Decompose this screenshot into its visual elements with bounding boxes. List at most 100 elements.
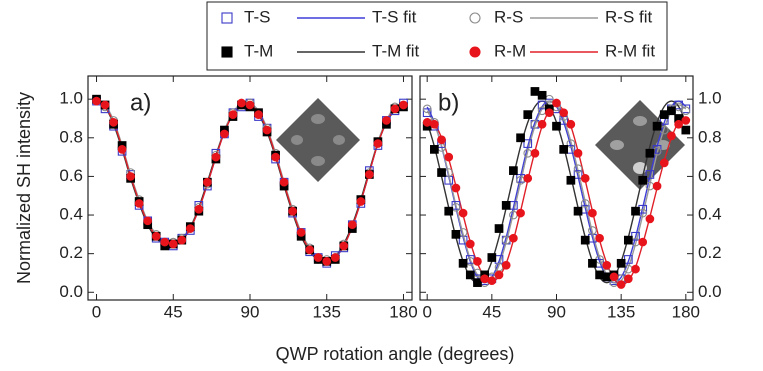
marker	[538, 92, 546, 100]
marker	[383, 117, 391, 125]
x-tick-label: 45	[482, 302, 501, 321]
marker	[675, 120, 683, 128]
legend-label: R-S fit	[605, 7, 653, 26]
marker	[517, 209, 525, 217]
marker	[653, 122, 661, 130]
legend-label: R-S	[494, 7, 523, 26]
marker	[466, 271, 474, 279]
marker	[314, 254, 322, 262]
marker	[246, 101, 254, 109]
marker	[517, 134, 525, 142]
marker	[524, 111, 532, 119]
marker	[431, 146, 439, 154]
marker	[229, 111, 237, 119]
marker	[632, 207, 640, 215]
panel-label: b)	[438, 89, 459, 116]
marker	[118, 146, 126, 154]
marker	[272, 153, 280, 161]
x-tick-label: 135	[313, 302, 341, 321]
marker	[212, 153, 220, 161]
marker	[596, 234, 604, 242]
marker	[366, 171, 374, 179]
marker	[581, 236, 589, 244]
marker	[553, 99, 561, 107]
y-tick-label: 0.2	[698, 243, 722, 262]
marker	[187, 225, 195, 233]
marker	[596, 271, 604, 279]
series-group	[97, 99, 404, 261]
marker	[297, 229, 305, 237]
marker	[161, 238, 169, 246]
marker	[589, 260, 597, 268]
marker	[531, 149, 539, 157]
marker	[459, 209, 467, 217]
y-tick-label: 0.2	[59, 243, 83, 262]
marker	[510, 234, 518, 242]
marker	[603, 273, 611, 281]
marker	[459, 260, 467, 268]
marker	[488, 277, 496, 285]
marker	[495, 225, 503, 233]
marker	[639, 238, 647, 246]
x-tick-label: 180	[672, 302, 700, 321]
marker	[263, 126, 271, 134]
fit-line	[97, 101, 404, 261]
marker	[331, 254, 339, 262]
legend-label: T-S fit	[372, 7, 417, 26]
marker	[474, 279, 482, 287]
marker	[474, 258, 482, 266]
marker	[135, 200, 143, 208]
marker	[445, 207, 453, 215]
legend-label: R-M	[494, 41, 526, 60]
marker	[617, 281, 625, 289]
marker	[660, 159, 668, 167]
marker	[195, 205, 203, 213]
marker	[682, 117, 690, 125]
legend-swatch	[470, 47, 480, 57]
marker	[178, 236, 186, 244]
marker	[560, 146, 568, 154]
legend-label: T-S	[244, 7, 270, 26]
marker	[531, 88, 539, 96]
marker	[127, 173, 135, 181]
x-axis-label: QWP rotation angle (degrees)	[276, 344, 515, 364]
y-tick-label: 0.4	[698, 205, 722, 224]
marker	[524, 175, 532, 183]
marker	[653, 182, 661, 190]
x-tick-label: 90	[241, 302, 260, 321]
marker	[589, 209, 597, 217]
legend-label: R-M fit	[605, 41, 655, 60]
marker	[423, 119, 431, 127]
y-tick-label: 0.6	[59, 166, 83, 185]
marker	[632, 265, 640, 273]
fit-line	[97, 99, 404, 260]
marker	[581, 175, 589, 183]
marker	[152, 232, 160, 240]
marker	[625, 275, 633, 283]
y-tick-label: 1.0	[59, 89, 83, 108]
marker	[538, 120, 546, 128]
marker	[438, 136, 446, 144]
x-tick-label: 45	[164, 302, 183, 321]
y-tick-label: 0.6	[698, 166, 722, 185]
marker	[238, 99, 246, 107]
marker	[567, 176, 575, 184]
marker	[169, 240, 177, 248]
marker	[400, 101, 408, 109]
legend-box	[207, 2, 667, 70]
marker	[574, 149, 582, 157]
y-axis-label: Normalized SH intensity	[14, 92, 34, 284]
marker	[452, 231, 460, 239]
marker	[306, 246, 314, 254]
y-tick-label: 1.0	[698, 89, 722, 108]
marker	[144, 217, 152, 225]
x-tick-label: 90	[547, 302, 566, 321]
marker	[567, 120, 575, 128]
marker	[646, 215, 654, 223]
marker	[617, 260, 625, 268]
marker	[553, 122, 561, 130]
marker	[221, 130, 229, 138]
marker	[495, 271, 503, 279]
legend-swatch	[222, 47, 232, 57]
marker	[668, 132, 676, 140]
